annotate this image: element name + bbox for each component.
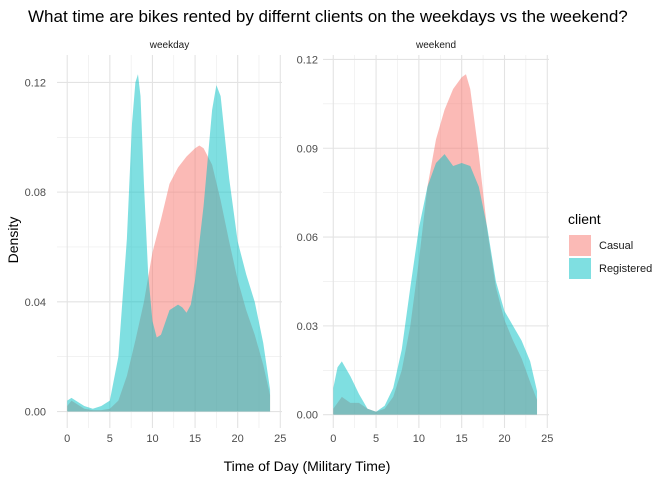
y-tick-label: 0.08: [25, 187, 46, 199]
y-axis-label: Density: [5, 217, 21, 264]
x-tick-label: 25: [274, 433, 286, 445]
legend-title: client: [568, 211, 601, 227]
y-tick-label: 0.09: [297, 143, 318, 155]
legend-key-registered: [569, 258, 591, 279]
y-tick-label: 0.12: [25, 77, 46, 89]
y-tick-label: 0.12: [297, 54, 318, 66]
y-tick-label: 0.00: [25, 407, 46, 419]
y-tick-label: 0.00: [297, 410, 318, 422]
x-tick-label: 0: [64, 433, 70, 445]
panel-weekday: weekday 0 5 10 15 20 25 0.00 0.04 0.08 0.12: [25, 40, 287, 445]
y-tick-label: 0.04: [25, 297, 46, 309]
x-axis-label: Time of Day (Military Time): [224, 458, 391, 474]
x-tick-label: 5: [107, 433, 113, 445]
legend-key-casual: [569, 235, 591, 256]
legend-label-casual: Casual: [599, 240, 633, 252]
x-tick-label: 10: [146, 433, 158, 445]
x-tick-label: 0: [330, 433, 336, 445]
y-tick-label: 0.06: [297, 232, 318, 244]
density-area-registered-weekend: [333, 154, 538, 415]
chart-title: What time are bikes rented by differnt c…: [28, 7, 628, 26]
x-tick-label: 5: [373, 433, 379, 445]
legend: client Casual Registered: [568, 211, 652, 279]
facet-label-weekday: weekday: [149, 40, 189, 51]
x-tick-label: 15: [189, 433, 201, 445]
legend-label-registered: Registered: [599, 263, 652, 275]
x-tick-label: 20: [498, 433, 510, 445]
x-tick-label: 10: [413, 433, 425, 445]
y-tick-label: 0.03: [297, 321, 318, 333]
panel-weekend: weekend 0 5 10 15 20 25 0.00 0.03 0.06 0.09 0.12: [297, 40, 554, 445]
facet-label-weekend: weekend: [415, 40, 456, 51]
x-tick-label: 20: [232, 433, 244, 445]
density-area-registered-weekday: [67, 74, 271, 412]
x-tick-label: 25: [541, 433, 553, 445]
x-tick-label: 15: [456, 433, 468, 445]
